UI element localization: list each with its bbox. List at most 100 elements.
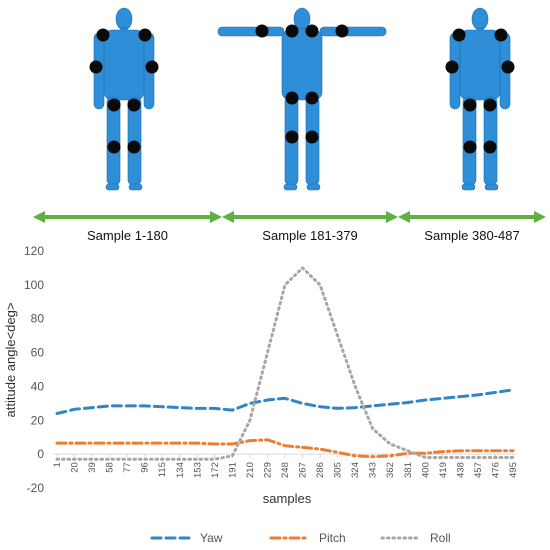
data-point-roll: [441, 456, 444, 459]
legend-label: Pitch: [319, 531, 346, 545]
data-point-roll: [126, 458, 129, 461]
data-point-yaw: [424, 398, 427, 401]
data-point-roll: [354, 385, 357, 388]
joint-marker: [89, 60, 103, 74]
data-point-pitch: [161, 442, 164, 445]
data-point-yaw: [494, 391, 497, 394]
data-point-pitch: [371, 455, 374, 458]
data-point-yaw: [459, 395, 462, 398]
joint-marker: [483, 140, 497, 154]
data-point-roll: [55, 458, 58, 461]
data-point-roll: [424, 456, 427, 459]
arrowhead: [386, 211, 398, 223]
data-point-roll: [371, 427, 374, 430]
right-foot: [128, 183, 143, 191]
series-lines: [55, 266, 515, 461]
data-point-pitch: [336, 451, 339, 454]
data-point-roll: [108, 458, 111, 461]
joint-marker: [127, 98, 141, 112]
data-point-pitch: [283, 444, 286, 447]
x-tick-label: 419: [438, 462, 449, 478]
data-point-yaw: [336, 407, 339, 410]
data-point-yaw: [283, 397, 286, 400]
data-point-yaw: [73, 408, 76, 411]
x-tick-label: 324: [350, 462, 361, 478]
data-point-roll: [406, 449, 409, 452]
legend-item-pitch: Pitch: [269, 531, 346, 545]
joint-marker: [305, 24, 319, 38]
x-tick-label: 134: [175, 462, 186, 478]
data-point-yaw: [213, 407, 216, 410]
series-line-pitch: [55, 438, 515, 459]
data-point-yaw: [301, 402, 304, 405]
data-point-pitch: [143, 442, 146, 445]
legend-label: Roll: [430, 531, 451, 545]
x-tick-label: 191: [227, 462, 238, 478]
y-tick-label: 40: [31, 379, 45, 393]
data-point-pitch: [231, 442, 234, 445]
data-point-pitch: [459, 449, 462, 452]
data-point-yaw: [90, 406, 93, 409]
joint-marker: [285, 91, 299, 105]
data-point-yaw: [318, 405, 321, 408]
data-point-yaw: [389, 403, 392, 406]
joint-marker: [501, 60, 515, 74]
data-point-roll: [318, 283, 321, 286]
series-line-yaw: [55, 388, 515, 415]
y-tick-label: 80: [31, 312, 45, 326]
y-tick-label: -20: [27, 481, 45, 495]
data-point-roll: [196, 458, 199, 461]
data-point-yaw: [406, 401, 409, 404]
data-point-pitch: [55, 442, 58, 445]
y-axis-title: attitude angle<deg>: [3, 303, 18, 418]
posture-illustrations: [89, 7, 515, 191]
right-foot: [484, 183, 499, 191]
x-tick-label: 39: [87, 462, 98, 473]
data-point-roll: [283, 283, 286, 286]
joint-marker: [463, 98, 477, 112]
joint-marker: [107, 140, 121, 154]
data-point-yaw: [143, 404, 146, 407]
joint-marker: [494, 28, 508, 42]
x-tick-label: 96: [140, 462, 151, 473]
x-tick-label: 400: [420, 462, 431, 478]
data-point-pitch: [441, 450, 444, 453]
data-point-pitch: [248, 439, 251, 442]
data-point-roll: [476, 456, 479, 459]
x-axis-title: samples: [263, 491, 312, 506]
data-point-yaw: [108, 404, 111, 407]
head: [115, 7, 133, 31]
x-tick-label: 381: [403, 462, 414, 478]
data-point-yaw: [476, 393, 479, 396]
joint-marker: [445, 60, 459, 74]
left-foot: [283, 183, 298, 191]
data-point-yaw: [231, 409, 234, 412]
x-tick-label: 457: [473, 462, 484, 478]
joint-marker: [127, 140, 141, 154]
joint-marker: [452, 28, 466, 42]
data-point-yaw: [266, 398, 269, 401]
data-point-pitch: [108, 442, 111, 445]
right-arm: [319, 26, 387, 37]
segment-label-2: Sample 181-379: [262, 228, 357, 243]
data-point-yaw: [248, 402, 251, 405]
segment-label-3: Sample 380-487: [424, 228, 519, 243]
arrowhead: [222, 211, 234, 223]
data-point-yaw: [354, 406, 357, 409]
data-point-roll: [511, 456, 514, 459]
data-point-pitch: [354, 454, 357, 457]
torso: [103, 29, 145, 101]
x-tick-label: 115: [157, 462, 168, 477]
data-point-roll: [336, 334, 339, 337]
joint-marker: [285, 24, 299, 38]
data-point-pitch: [90, 442, 93, 445]
data-point-pitch: [178, 442, 181, 445]
data-point-roll: [178, 458, 181, 461]
y-tick-label: 0: [37, 447, 44, 461]
x-tick-label: 343: [368, 462, 379, 478]
x-tick-label: 286: [315, 462, 326, 478]
y-tick-label: 120: [24, 244, 44, 258]
data-point-yaw: [441, 397, 444, 400]
data-point-yaw: [371, 404, 374, 407]
